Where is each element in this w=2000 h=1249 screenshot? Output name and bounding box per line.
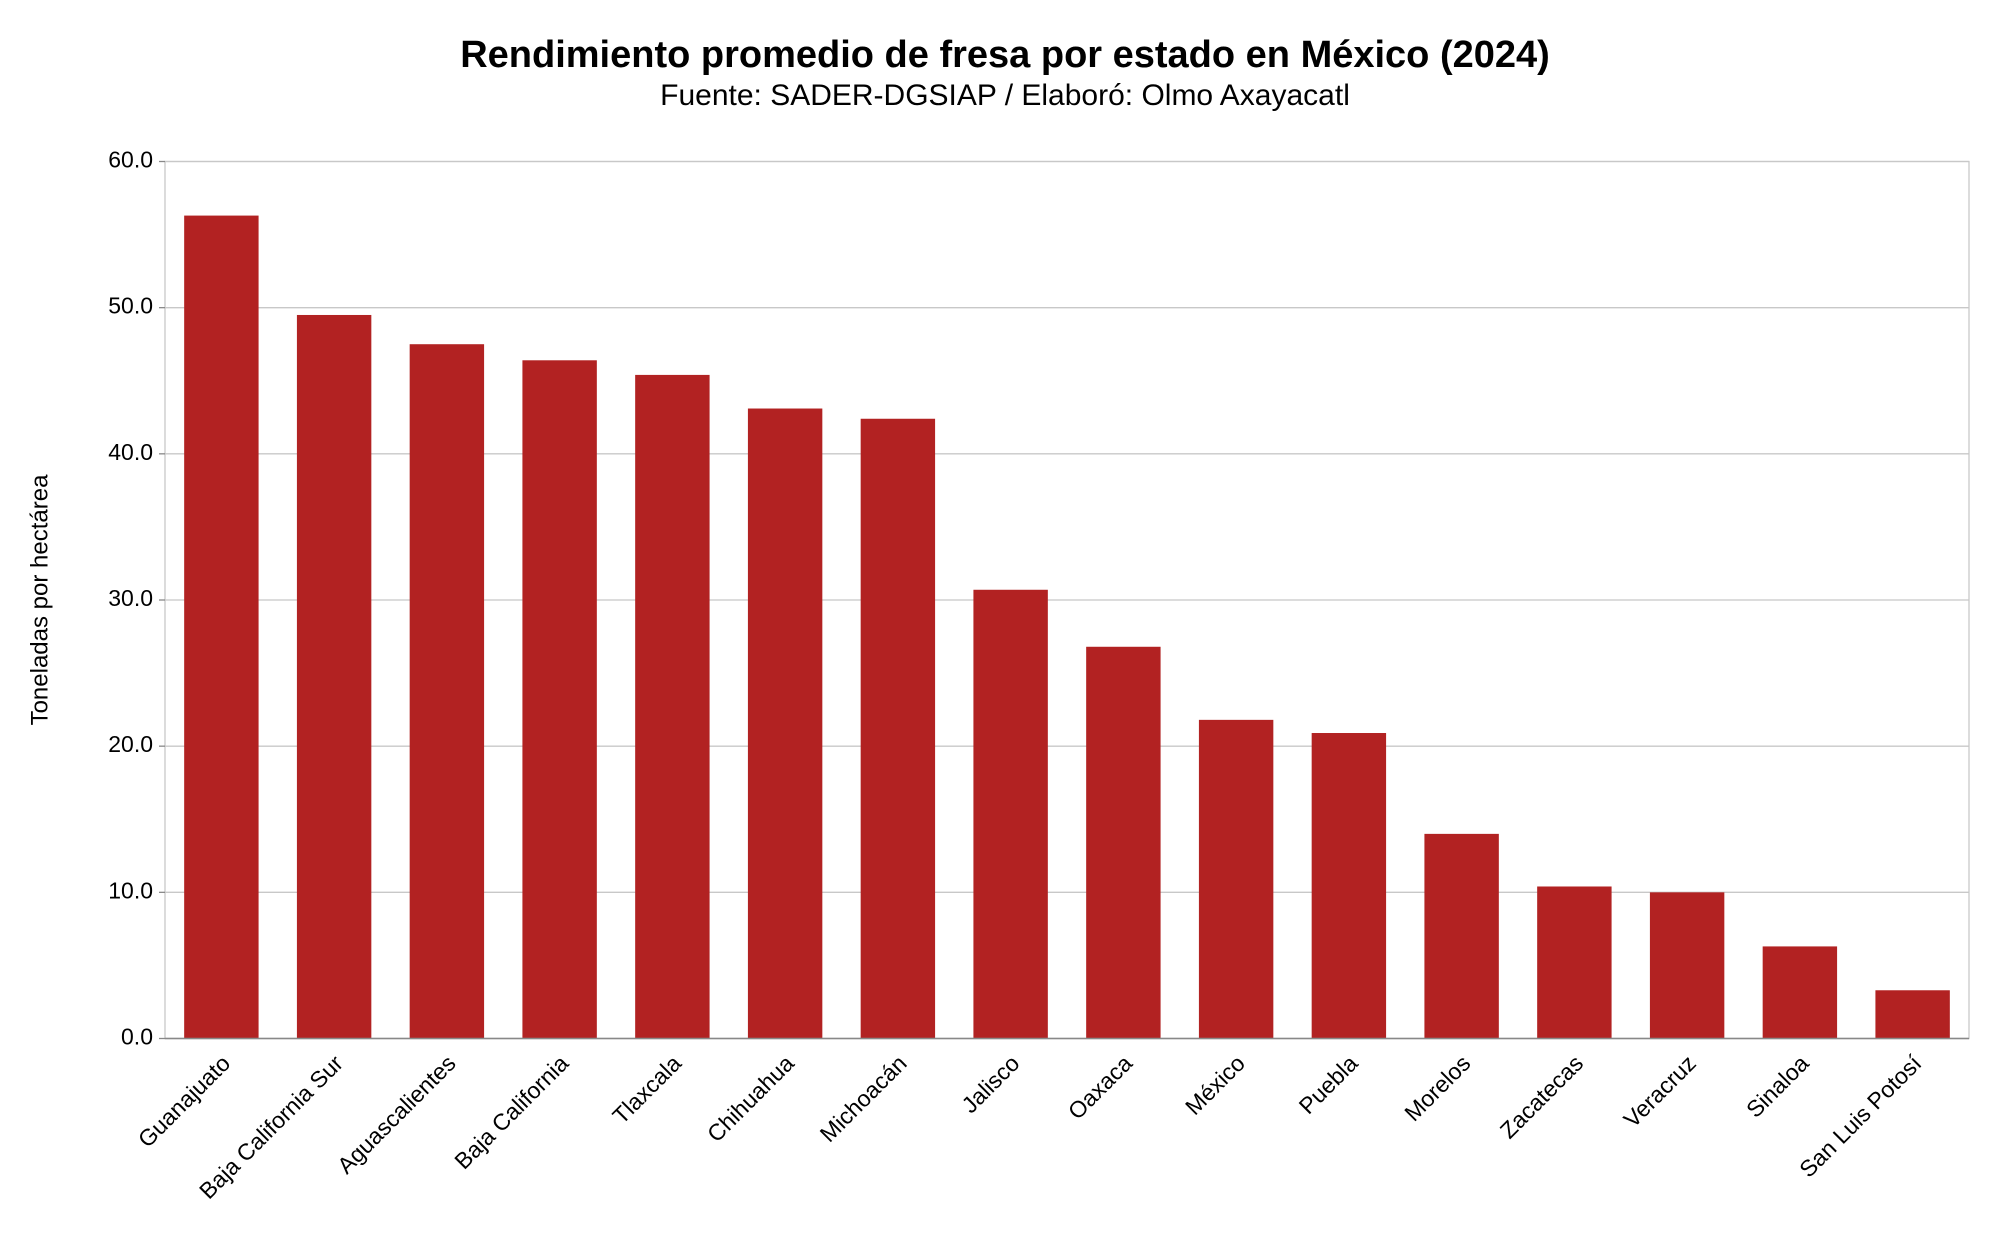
x-tick-label: Tlaxcala <box>607 1050 686 1129</box>
bar <box>1311 733 1387 1039</box>
bar <box>1198 719 1274 1039</box>
bar <box>860 418 936 1039</box>
bar <box>1649 892 1725 1039</box>
bar <box>1424 833 1499 1039</box>
chart-subtitle: Fuente: SADER-DGSIAP / Elaboró: Olmo Axa… <box>660 79 1350 112</box>
x-tick-label: Puebla <box>1294 1050 1363 1119</box>
x-tick-label: Baja California <box>449 1050 573 1174</box>
bar <box>1762 946 1838 1039</box>
x-tick-label: Oaxaca <box>1063 1050 1138 1125</box>
x-tick-label: México <box>1180 1050 1250 1120</box>
x-tick-label: Veracruz <box>1618 1050 1701 1133</box>
bar <box>296 314 372 1039</box>
bar <box>635 374 710 1039</box>
x-tick-label: Morelos <box>1399 1050 1475 1126</box>
x-tick-label: Michoacán <box>815 1050 912 1147</box>
chart-title: Rendimiento promedio de fresa por estado… <box>460 34 1550 76</box>
y-tick-label: 0.0 <box>121 1024 153 1050</box>
y-tick-label: 50.0 <box>108 293 153 319</box>
x-tick-label: Jalisco <box>956 1050 1024 1118</box>
bar <box>1875 990 1950 1039</box>
bar <box>1086 646 1161 1039</box>
bar <box>747 408 823 1039</box>
bar <box>1537 886 1612 1039</box>
y-axis-label: Toneladas por hectárea <box>26 474 53 725</box>
x-tick-label: Guanajuato <box>133 1050 235 1152</box>
y-tick-label: 20.0 <box>108 731 153 757</box>
x-tick-label: Aguascalientes <box>332 1050 461 1179</box>
bar <box>409 344 485 1039</box>
x-tick-label: Zacatecas <box>1495 1050 1588 1143</box>
x-tick-label: Sinaloa <box>1741 1050 1814 1123</box>
bar <box>973 589 1048 1039</box>
y-tick-label: 30.0 <box>108 585 153 611</box>
bar <box>522 360 597 1039</box>
y-tick-label: 40.0 <box>108 439 153 465</box>
y-tick-label: 10.0 <box>108 877 153 903</box>
y-tick-label: 60.0 <box>108 147 153 173</box>
bar <box>184 215 259 1039</box>
x-tick-label: Chihuahua <box>702 1050 799 1147</box>
x-tick-label: San Luis Potosí <box>1794 1050 1927 1183</box>
